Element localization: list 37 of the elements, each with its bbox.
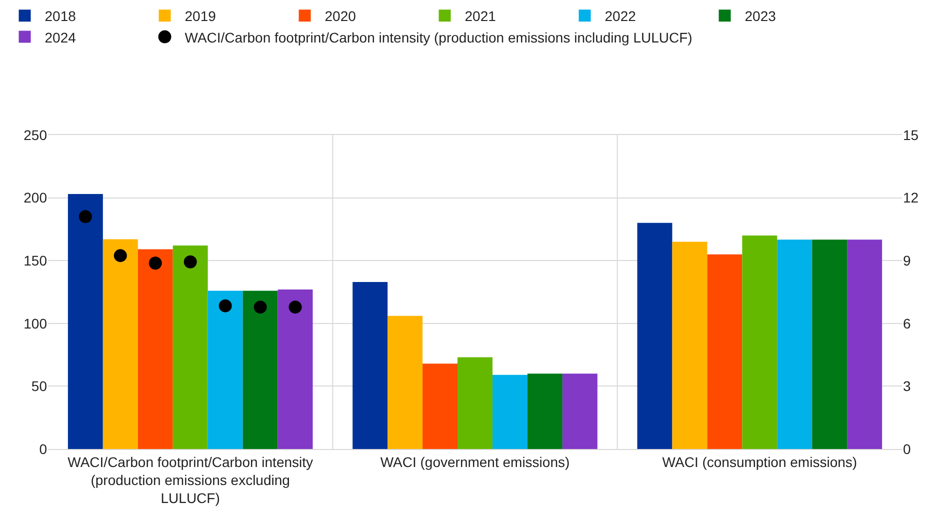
bar <box>278 289 313 449</box>
legend-label: WACI/Carbon footprint/Carbon intensity (production emissions including LULUCF) <box>184 29 692 46</box>
bar <box>242 290 278 449</box>
y2-tick-label: 9 <box>903 252 911 268</box>
legend-label: 2023 <box>744 8 776 24</box>
legend-label: 2021 <box>464 8 496 24</box>
legend-label: 2024 <box>44 29 76 46</box>
bar <box>562 374 598 449</box>
y2-tick-label: 0 <box>903 440 911 457</box>
bar <box>492 374 528 449</box>
y-tick-label: 50 <box>31 378 48 394</box>
y2-tick-label: 3 <box>903 378 911 394</box>
legend-label: 2022 <box>604 8 636 24</box>
bar <box>458 357 492 449</box>
y-tick-label: 0 <box>39 440 48 457</box>
bar <box>527 374 562 449</box>
y-tick-label: 200 <box>24 190 48 206</box>
x-tick-label: WACI/Carbon footprint/Carbon intensity (production emissions excluding LULUCF) <box>68 454 314 506</box>
y2-tick-label: 6 <box>903 315 911 332</box>
x-tick-label: WACI (consumption emissions) <box>662 454 858 470</box>
legend-label: 2018 <box>44 8 76 24</box>
legend-label: 2019 <box>184 8 216 24</box>
bar <box>68 194 103 449</box>
y-tick-label: 150 <box>24 252 48 268</box>
bar <box>352 282 388 449</box>
bar <box>388 316 423 449</box>
y-tick-label: 250 <box>24 126 48 143</box>
bar <box>208 290 243 449</box>
bar <box>172 246 208 449</box>
y-tick-label: 100 <box>24 315 48 332</box>
y2-tick-label: 12 <box>903 190 919 206</box>
y2-tick-label: 15 <box>903 126 919 143</box>
bar <box>138 249 173 449</box>
legend-label: 2020 <box>324 8 356 24</box>
x-tick-label: WACI (government emissions) <box>380 454 570 470</box>
bar <box>422 364 458 449</box>
bar <box>102 239 138 449</box>
